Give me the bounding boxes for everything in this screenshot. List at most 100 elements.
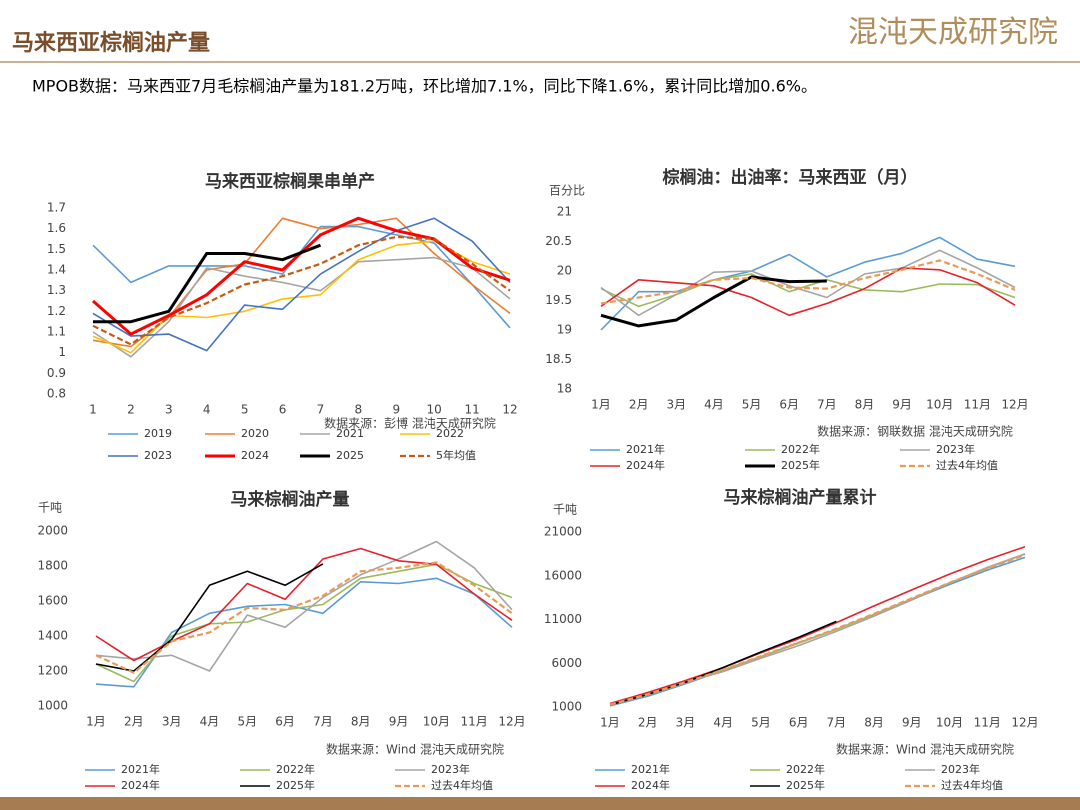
- legend-label: 2021年: [626, 442, 665, 456]
- x-tick-label: 7月: [313, 715, 333, 729]
- legend-label: 2024年: [121, 778, 160, 792]
- legend-label: 2023年: [941, 762, 980, 776]
- x-tick-label: 1月: [591, 398, 611, 412]
- x-tick-label: 10月: [423, 715, 450, 729]
- x-tick-label: 5: [241, 403, 249, 417]
- legend-label: 2024: [241, 449, 269, 462]
- series-line: [92, 235, 511, 346]
- y-tick-label: 1: [58, 345, 66, 359]
- x-tick-label: 8月: [351, 715, 371, 729]
- x-tick-label: 2: [127, 403, 135, 417]
- series-line: [92, 216, 511, 336]
- y-tick-label: 11000: [544, 612, 582, 626]
- x-tick-label: 3月: [666, 398, 686, 412]
- y-axis-label: 百分比: [549, 184, 585, 198]
- y-tick-label: 1800: [37, 559, 68, 573]
- legend-label: 5年均值: [436, 448, 476, 462]
- legend-label: 2024年: [631, 778, 670, 792]
- legend-label: 2021年: [121, 762, 160, 776]
- x-tick-label: 10月: [936, 716, 963, 730]
- y-tick-label: 1.3: [47, 283, 66, 297]
- legend-label: 2025年: [781, 458, 820, 472]
- y-tick-label: 1200: [37, 664, 68, 678]
- y-tick-label: 1.2: [47, 304, 66, 318]
- y-tick-label: 1.5: [47, 242, 66, 256]
- x-tick-label: 11月: [964, 398, 991, 412]
- x-tick-label: 7月: [817, 398, 837, 412]
- x-tick-label: 9: [392, 403, 400, 417]
- series-line: [95, 547, 513, 662]
- y-tick-label: 20.5: [545, 234, 572, 248]
- legend-label: 2023: [144, 449, 172, 462]
- y-tick-label: 20: [557, 264, 572, 278]
- y-tick-label: 21: [557, 205, 572, 219]
- y-tick-label: 0.9: [47, 366, 66, 380]
- x-tick-label: 3: [165, 403, 173, 417]
- x-tick-label: 4月: [200, 715, 220, 729]
- y-axis-label: 千吨: [553, 503, 577, 517]
- x-tick-label: 2月: [124, 715, 144, 729]
- legend-label: 2020: [241, 427, 269, 440]
- x-tick-label: 7: [317, 403, 325, 417]
- x-tick-label: 10月: [926, 398, 953, 412]
- x-tick-label: 12月: [498, 715, 525, 729]
- series-line: [609, 545, 1026, 705]
- x-tick-label: 4: [203, 403, 211, 417]
- legend-label: 2023年: [431, 762, 470, 776]
- series-line: [95, 577, 513, 688]
- y-tick-label: 2000: [37, 524, 68, 538]
- x-tick-label: 11: [464, 403, 479, 417]
- y-tick-label: 19.5: [545, 293, 572, 307]
- legend-label: 过去4年均值: [431, 778, 493, 792]
- y-tick-label: 19: [557, 323, 572, 337]
- legend-label: 过去4年均值: [936, 458, 998, 472]
- x-tick-label: 8月: [855, 398, 875, 412]
- source-note: 数据来源：钢联数据 混沌天成研究院: [817, 424, 1013, 439]
- legend-label: 2021年: [631, 762, 670, 776]
- x-tick-label: 2月: [629, 398, 649, 412]
- legend-label: 2022: [436, 427, 464, 440]
- legend-label: 2021: [336, 427, 364, 440]
- series-line: [600, 259, 1016, 305]
- source-note: 数据来源：Wind 混沌天成研究院: [326, 742, 504, 757]
- x-tick-label: 4月: [713, 716, 733, 730]
- legend-label: 2025年: [786, 778, 825, 792]
- y-tick-label: 21000: [544, 525, 582, 539]
- chart-title: 棕榈油：出油率：马来西亚（月）: [663, 167, 918, 188]
- x-tick-label: 2月: [638, 716, 658, 730]
- x-tick-label: 11月: [461, 715, 488, 729]
- x-tick-label: 8: [355, 403, 363, 417]
- x-tick-label: 3月: [676, 716, 696, 730]
- slide-title: 马来西亚棕榈油产量: [12, 30, 210, 56]
- x-tick-label: 9月: [389, 715, 409, 729]
- source-note: 数据来源：Wind 混沌天成研究院: [836, 742, 1014, 757]
- y-tick-label: 1.7: [47, 201, 66, 215]
- y-tick-label: 1.6: [47, 221, 66, 235]
- y-tick-label: 1.1: [47, 325, 66, 339]
- y-tick-label: 18: [557, 382, 572, 396]
- series-line: [92, 217, 511, 352]
- x-tick-label: 12: [502, 403, 517, 417]
- x-tick-label: 1: [89, 403, 97, 417]
- series-line: [609, 553, 1026, 706]
- y-tick-label: 0.8: [47, 387, 66, 401]
- x-tick-label: 6月: [779, 398, 799, 412]
- series-line: [600, 267, 1016, 317]
- chart-title: 马来棕榈油产量: [231, 489, 350, 510]
- x-tick-label: 5月: [237, 715, 257, 729]
- series-line: [609, 556, 1026, 707]
- series-line: [93, 243, 322, 324]
- legend-label: 2024年: [626, 458, 665, 472]
- x-tick-label: 12月: [1001, 398, 1028, 412]
- summary: MPOB数据：马来西亚7月毛棕榈油产量为181.2万吨，环比增加7.1%，同比下…: [32, 77, 817, 96]
- logo: 混沌天成研究院: [848, 15, 1058, 50]
- footer-bar: [0, 797, 1080, 810]
- legend-label: 2022年: [786, 762, 825, 776]
- series-line: [92, 225, 511, 329]
- x-tick-label: 11月: [974, 716, 1001, 730]
- x-tick-label: 6: [279, 403, 287, 417]
- x-tick-label: 8月: [864, 716, 884, 730]
- y-tick-label: 6000: [551, 656, 582, 670]
- series-line: [92, 256, 511, 358]
